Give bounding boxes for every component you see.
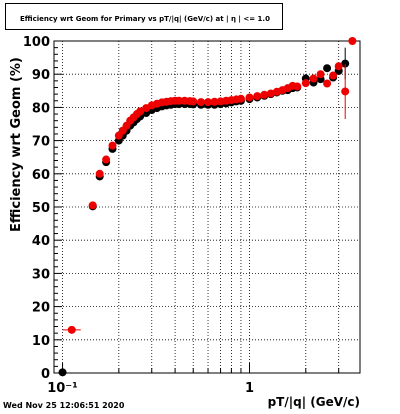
red-data-point [341,87,350,96]
y-tick-label: 40 [32,234,50,249]
x-axis-label: pT/|q| (GeV/c) [268,395,360,409]
y-tick-label: 100 [23,35,50,50]
red-data-point [301,79,310,88]
red-data-point [136,107,145,116]
y-tick-label: 50 [32,201,50,216]
x-tick-label: 10⁻¹ [47,381,78,396]
red-data-point [348,37,357,45]
red-data-point [204,98,213,107]
red-data-point [210,97,219,106]
red-data-point [253,92,262,101]
red-data-point [260,90,269,99]
red-data-point [316,70,325,79]
red-data-point [323,79,332,88]
red-data-point [102,155,111,164]
black-data-point [323,64,332,73]
red-data-point [309,74,318,83]
x-tick-label: 1 [245,381,254,396]
red-data-point [88,201,97,210]
grid-lines [54,41,360,373]
red-data-point [245,93,254,102]
red-data-point [175,96,184,105]
y-axis-label: Efficiency wrt Geom (%) [9,57,24,232]
red-data-point [196,98,205,107]
y-tick-label: 20 [32,301,50,316]
red-data-point [329,71,338,80]
red-data-point [334,62,343,71]
red-data-point [266,89,275,98]
y-tick-label: 60 [32,168,50,183]
black-data-point [58,368,67,377]
red-data-point [108,141,117,150]
y-tick-label: 90 [32,68,50,83]
red-data-point [293,82,302,91]
red-data-point [95,169,104,178]
y-tick-label: 80 [32,101,50,116]
axis-ticks: 0 10 20 30 40 50 60 70 80 90 100 10⁻¹ 1 [23,35,340,396]
y-tick-label: 0 [41,367,50,382]
chart-title-box: Efficiency wrt Geom for Primary vs pT/|q… [5,3,283,30]
timestamp-footer: Wed Nov 25 12:06:51 2020 [3,401,125,410]
y-tick-label: 10 [32,334,50,349]
black-data-point [341,59,350,68]
red-data-point [189,97,198,106]
chart-title: Efficiency wrt Geom for Primary vs pT/|q… [20,15,270,23]
data-markers [58,37,357,377]
y-tick-label: 30 [32,267,50,282]
red-data-point [236,94,245,103]
y-tick-label: 70 [32,135,50,150]
red-data-point [67,325,76,334]
